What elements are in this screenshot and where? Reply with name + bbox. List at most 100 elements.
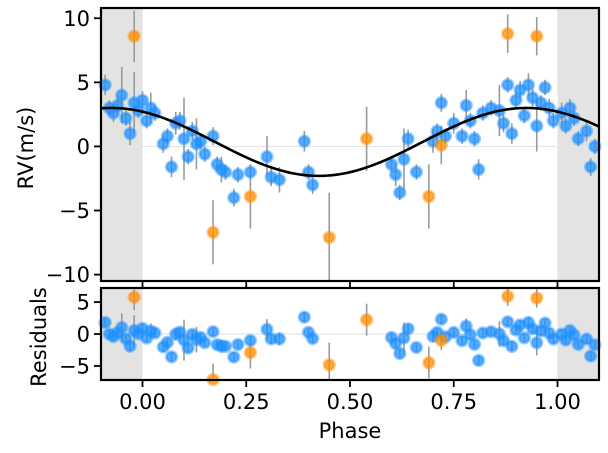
instrument-2-point [501, 289, 515, 303]
instrument-1-point [297, 134, 312, 148]
instrument-1-point [496, 116, 511, 131]
x-tick-label: 0.50 [327, 390, 374, 414]
instrument-1-point [521, 78, 536, 92]
instrument-1-point [434, 312, 448, 326]
instrument-1-point [115, 88, 129, 102]
instrument-2-point [530, 291, 544, 305]
instrument-1-point [401, 322, 415, 336]
instrument-1-point [227, 350, 241, 364]
instrument-1-point [218, 339, 233, 354]
instrument-1-point [243, 333, 258, 348]
instrument-1-point [496, 333, 511, 348]
y-tick-label: −5 [59, 199, 90, 223]
instrument-1-point [231, 337, 245, 352]
instrument-1-point [559, 333, 573, 347]
y-tick-label: 5 [77, 291, 90, 315]
instrument-2-point [434, 333, 448, 348]
instrument-1-point [177, 132, 191, 146]
shaded-region-0 [101, 8, 143, 281]
top-ticks: −10 −5 0 5 10 [46, 7, 559, 288]
instrument-1-point [243, 165, 258, 179]
instrument-1-point [467, 132, 482, 146]
instrument-1-point [231, 167, 245, 182]
instrument-2-point [322, 230, 336, 245]
instrument-1-point [579, 124, 594, 138]
y-tick-label: −10 [46, 263, 90, 287]
y-tick-label: 5 [77, 71, 90, 95]
instrument-1-point [459, 319, 473, 333]
instrument-1-point [571, 132, 585, 146]
instrument-1-point [388, 167, 403, 182]
rv-panel: −10 −5 0 5 10 RV(m/s) [14, 7, 602, 288]
top-error-bars [104, 10, 596, 281]
instrument-1-point [227, 190, 241, 205]
instrument-1-point [148, 326, 162, 340]
instrument-1-point [384, 157, 399, 172]
instrument-2-point [359, 132, 374, 146]
instrument-2-point [322, 358, 336, 372]
residuals-panel: 0.00 0.25 0.50 0.75 1.00 −5 0 5 Residuals Phase [27, 286, 602, 443]
instrument-1-point [164, 350, 179, 364]
instrument-1-point [505, 126, 519, 141]
instrument-1-point [393, 346, 407, 361]
bottom-data-points [98, 289, 602, 387]
instrument-2-point [127, 29, 141, 43]
instrument-1-point [501, 315, 515, 329]
instrument-1-point [397, 152, 411, 166]
instrument-1-point [501, 78, 515, 92]
x-tick-label: 0.25 [223, 390, 270, 414]
instrument-1-point [525, 91, 540, 105]
instrument-1-point [397, 331, 411, 345]
top-y-axis-label: RV(m/s) [14, 107, 38, 190]
instrument-1-point [571, 337, 585, 352]
instrument-1-point [559, 119, 573, 133]
instrument-1-point [505, 339, 519, 354]
instrument-1-point [297, 310, 312, 324]
instrument-1-point [471, 353, 486, 368]
instrument-1-point [272, 173, 287, 187]
instrument-2-point [434, 138, 448, 152]
instrument-1-point [123, 339, 137, 353]
instrument-1-point [181, 341, 195, 355]
y-tick-label: 0 [77, 135, 90, 159]
instrument-2-point [530, 29, 544, 43]
instrument-1-point [463, 327, 478, 342]
instrument-1-point [409, 165, 424, 179]
instrument-1-point [135, 93, 150, 107]
instrument-1-point [517, 331, 531, 345]
instrument-2-point [422, 189, 436, 204]
instrument-1-point [119, 111, 133, 125]
instrument-1-point [459, 98, 473, 113]
instrument-1-point [198, 147, 212, 161]
instrument-2-point [359, 313, 374, 327]
instrument-2-point [501, 26, 515, 41]
y-tick-label: 0 [77, 323, 90, 347]
instrument-1-point [305, 178, 320, 192]
x-tick-label: 0.00 [119, 390, 166, 414]
instrument-1-point [467, 337, 482, 352]
instrument-2-point [127, 290, 141, 304]
instrument-1-point [181, 149, 195, 164]
x-tick-label: 1.00 [534, 390, 581, 414]
top-data-points [98, 26, 602, 245]
instrument-1-point [123, 126, 137, 141]
instrument-1-point [579, 332, 594, 346]
instrument-1-point [206, 324, 220, 339]
instrument-1-point [218, 165, 233, 179]
instrument-2-point [243, 189, 258, 204]
instrument-1-point [513, 83, 527, 97]
instrument-1-point [193, 134, 208, 148]
instrument-1-point [455, 129, 469, 143]
instrument-1-point [434, 96, 448, 110]
instrument-1-point [567, 328, 581, 342]
instrument-1-point [530, 119, 544, 133]
instrument-1-point [530, 336, 544, 350]
instrument-1-point [546, 332, 561, 346]
instrument-2-point [206, 225, 220, 239]
x-tick-label: 0.75 [430, 390, 477, 414]
instrument-1-point [584, 160, 598, 174]
instrument-2-point [243, 345, 258, 360]
instrument-1-point [115, 320, 129, 335]
top-shaded-regions [101, 8, 599, 281]
